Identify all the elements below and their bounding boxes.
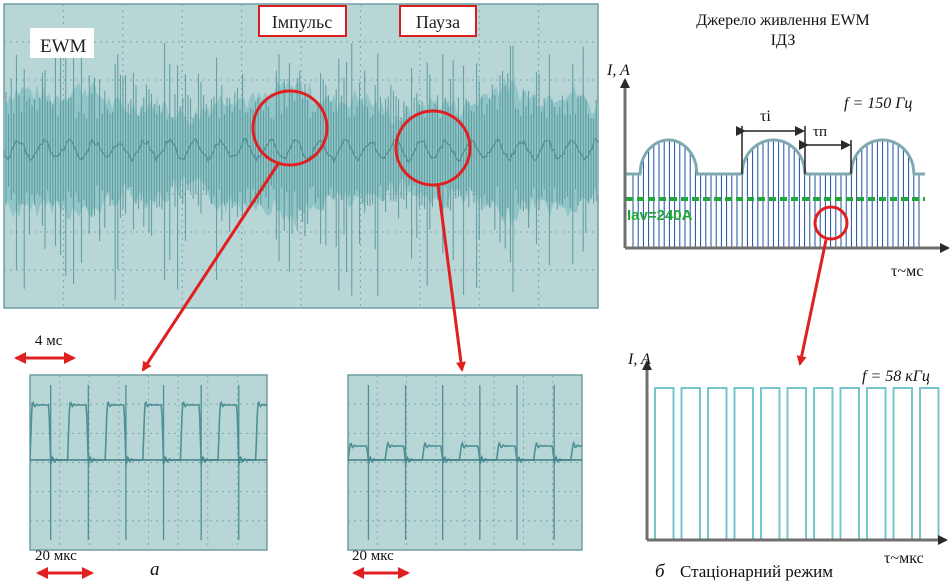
main-time-scale-label: 4 мс xyxy=(35,333,63,349)
top-frequency-label: f = 150 Гц xyxy=(844,95,912,112)
pulse-label-box: Імпульс xyxy=(258,5,347,37)
trace-band xyxy=(4,76,598,228)
main-oscillogram: EWM Імпульс Пауза 4 мс xyxy=(3,3,599,364)
trace-line xyxy=(4,137,598,164)
small-scope-b: 20 мкс xyxy=(347,374,583,579)
small-scope-a-time-scale: 20 мкс xyxy=(35,548,77,564)
detail-zoom-arrow xyxy=(796,239,828,366)
small-scope-b-grid xyxy=(348,375,582,550)
scope-waveform xyxy=(30,400,267,466)
bottom-x-axis-label: τ~мкс xyxy=(884,550,924,567)
scope-waveform xyxy=(348,440,582,466)
pulse-waveform xyxy=(654,387,940,541)
tau-i-label: τi xyxy=(760,108,771,125)
pause-highlight-circle xyxy=(394,109,472,187)
top-y-axis-label: I, A xyxy=(606,62,630,79)
pulse-label: Імпульс xyxy=(272,12,332,32)
pulse-highlight-circle xyxy=(251,89,329,167)
power-source-diagram: Джерело живлення EWM ІДЗ Iav=240A I, A τ… xyxy=(606,12,950,280)
diagram-title-line1: Джерело живлення EWM xyxy=(696,12,870,29)
ewm-label: EWM xyxy=(40,36,87,57)
pulse-train xyxy=(654,387,940,541)
top-x-axis-label: τ~мс xyxy=(891,263,923,280)
small-scope-a: 20 мкс а xyxy=(29,374,268,580)
pause-label: Пауза xyxy=(416,12,460,32)
zoom-highlight-circle xyxy=(813,205,849,241)
diagram-title-line2: ІДЗ xyxy=(771,32,796,49)
caption-a: а xyxy=(150,559,160,580)
ewm-label-bg xyxy=(30,28,94,58)
pause-zoom-arrow xyxy=(436,184,466,372)
pulse-train-diagram: I, A τ~мкс f = 58 кГц б Стаціонарний реж… xyxy=(627,351,948,582)
pause-label-box: Пауза xyxy=(399,5,477,37)
caption-b: б xyxy=(655,561,666,582)
current-envelope xyxy=(626,138,925,176)
current-hatching xyxy=(632,140,920,248)
bottom-y-axis-label: I, A xyxy=(627,351,651,368)
level-label: Iav=240A xyxy=(627,207,693,224)
small-scope-a-grid xyxy=(30,375,267,550)
small-scope-b-time-scale: 20 мкс xyxy=(352,548,394,564)
small-scope-a-screen xyxy=(29,374,268,551)
bottom-frequency-label: f = 58 кГц xyxy=(862,368,930,385)
pulse-zoom-arrow xyxy=(141,163,280,372)
mode-label: Стаціонарний режим xyxy=(680,562,833,581)
small-scope-a-trace xyxy=(30,385,267,540)
small-scope-b-trace xyxy=(348,385,582,540)
tau-p-label: τп xyxy=(813,124,827,140)
